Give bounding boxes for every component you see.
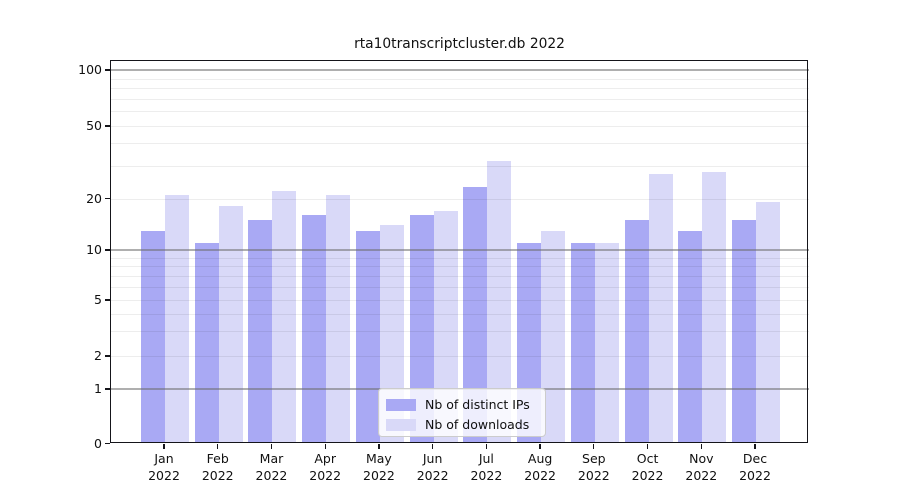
- bar-distinct-ips-apr: [302, 215, 327, 444]
- gridline-minor: [110, 142, 809, 144]
- x-tick-mark: [646, 443, 649, 449]
- legend-label-distinct-ips: Nb of distinct IPs: [425, 397, 530, 412]
- gridline-minor: [110, 313, 809, 315]
- x-tick-mark: [270, 443, 273, 449]
- bar-downloads-sep: [594, 242, 619, 444]
- x-tick-mark: [324, 443, 326, 449]
- gridline-minor: [110, 275, 809, 277]
- bar-downloads-oct: [648, 174, 673, 444]
- y-tick-mark: [104, 125, 110, 127]
- gridline-minor: [110, 78, 809, 80]
- bar-distinct-ips-nov: [678, 230, 703, 444]
- bar-downloads-apr: [326, 194, 351, 444]
- y-tick-label: 100: [78, 62, 102, 77]
- y-tick-label: 10: [86, 242, 102, 257]
- y-tick-mark: [104, 299, 110, 301]
- x-tick-mark: [217, 443, 219, 449]
- x-tick-mark: [432, 443, 434, 449]
- x-tick-label: Jul 2022: [470, 451, 503, 484]
- bar-distinct-ips-feb: [194, 242, 219, 444]
- gridline-minor: [110, 111, 809, 113]
- bar-distinct-ips-oct: [624, 219, 649, 444]
- bar-downloads-feb: [218, 206, 243, 444]
- gridline-minor: [110, 331, 809, 333]
- x-tick-mark: [754, 443, 756, 449]
- gridline-minor: [110, 88, 809, 90]
- bar-distinct-ips-jan: [141, 230, 165, 444]
- y-tick-label: 0: [94, 435, 102, 451]
- gridline-major: [110, 249, 809, 251]
- y-tick-mark: [104, 355, 110, 357]
- y-tick-label: 50: [86, 118, 102, 133]
- gridline-minor: [110, 198, 809, 200]
- y-tick-mark: [104, 69, 110, 71]
- legend-label-downloads: Nb of downloads: [425, 417, 530, 432]
- bar-distinct-ips-may: [355, 230, 380, 444]
- x-tick-mark: [539, 443, 541, 449]
- x-tick-label: Aug 2022: [524, 451, 557, 484]
- bar-downloads-jan: [165, 194, 189, 444]
- y-tick-mark: [104, 442, 110, 445]
- legend: Nb of distinct IPs Nb of downloads: [378, 388, 546, 437]
- y-tick-mark: [104, 388, 110, 390]
- bar-downloads-dec: [756, 202, 781, 444]
- x-tick-mark: [378, 443, 380, 449]
- gridline-minor: [110, 166, 809, 167]
- gridline-major: [110, 69, 809, 71]
- y-tick-mark: [104, 249, 110, 251]
- gridline-minor: [110, 300, 809, 301]
- y-tick-label: 5: [94, 292, 102, 307]
- gridline-minor: [110, 126, 809, 127]
- legend-swatch-distinct-ips: [386, 398, 416, 411]
- y-tick-label: 1: [94, 381, 102, 396]
- x-tick-mark: [593, 443, 595, 449]
- x-tick-mark: [163, 443, 165, 449]
- x-tick-label: Nov 2022: [685, 451, 718, 484]
- bar-distinct-ips-dec: [732, 219, 757, 444]
- gridline-minor: [110, 286, 809, 288]
- bar-downloads-nov: [702, 171, 727, 444]
- bar-downloads-mar: [272, 190, 297, 444]
- bar-distinct-ips-mar: [248, 219, 273, 444]
- chart-title: rta10transcriptcluster.db 2022: [354, 36, 565, 52]
- plot-area: [110, 60, 809, 444]
- x-tick-label: Apr 2022: [309, 451, 342, 484]
- x-tick-label: Feb 2022: [201, 451, 234, 484]
- gridline-minor: [110, 98, 809, 100]
- x-tick-mark: [485, 443, 488, 449]
- legend-item-downloads: Nb of downloads: [386, 415, 536, 434]
- y-tick-label: 2: [94, 348, 102, 363]
- legend-item-distinct-ips: Nb of distinct IPs: [386, 395, 536, 414]
- y-tick-mark: [104, 197, 110, 200]
- x-tick-label: Jan 2022: [148, 451, 180, 484]
- bar-distinct-ips-sep: [570, 242, 595, 444]
- x-tick-label: Sep 2022: [577, 451, 610, 484]
- x-tick-label: Jun 2022: [416, 451, 449, 484]
- gridline-minor: [110, 356, 809, 357]
- x-tick-label: Oct 2022: [631, 451, 664, 484]
- legend-swatch-downloads: [386, 418, 416, 431]
- x-tick-mark: [700, 443, 702, 449]
- y-tick-label: 20: [86, 190, 102, 206]
- gridline-minor: [110, 257, 809, 259]
- gridline-minor: [110, 266, 809, 268]
- x-tick-label: Dec 2022: [739, 451, 771, 484]
- x-tick-label: May 2022: [363, 451, 395, 484]
- x-tick-label: Mar 2022: [255, 451, 288, 484]
